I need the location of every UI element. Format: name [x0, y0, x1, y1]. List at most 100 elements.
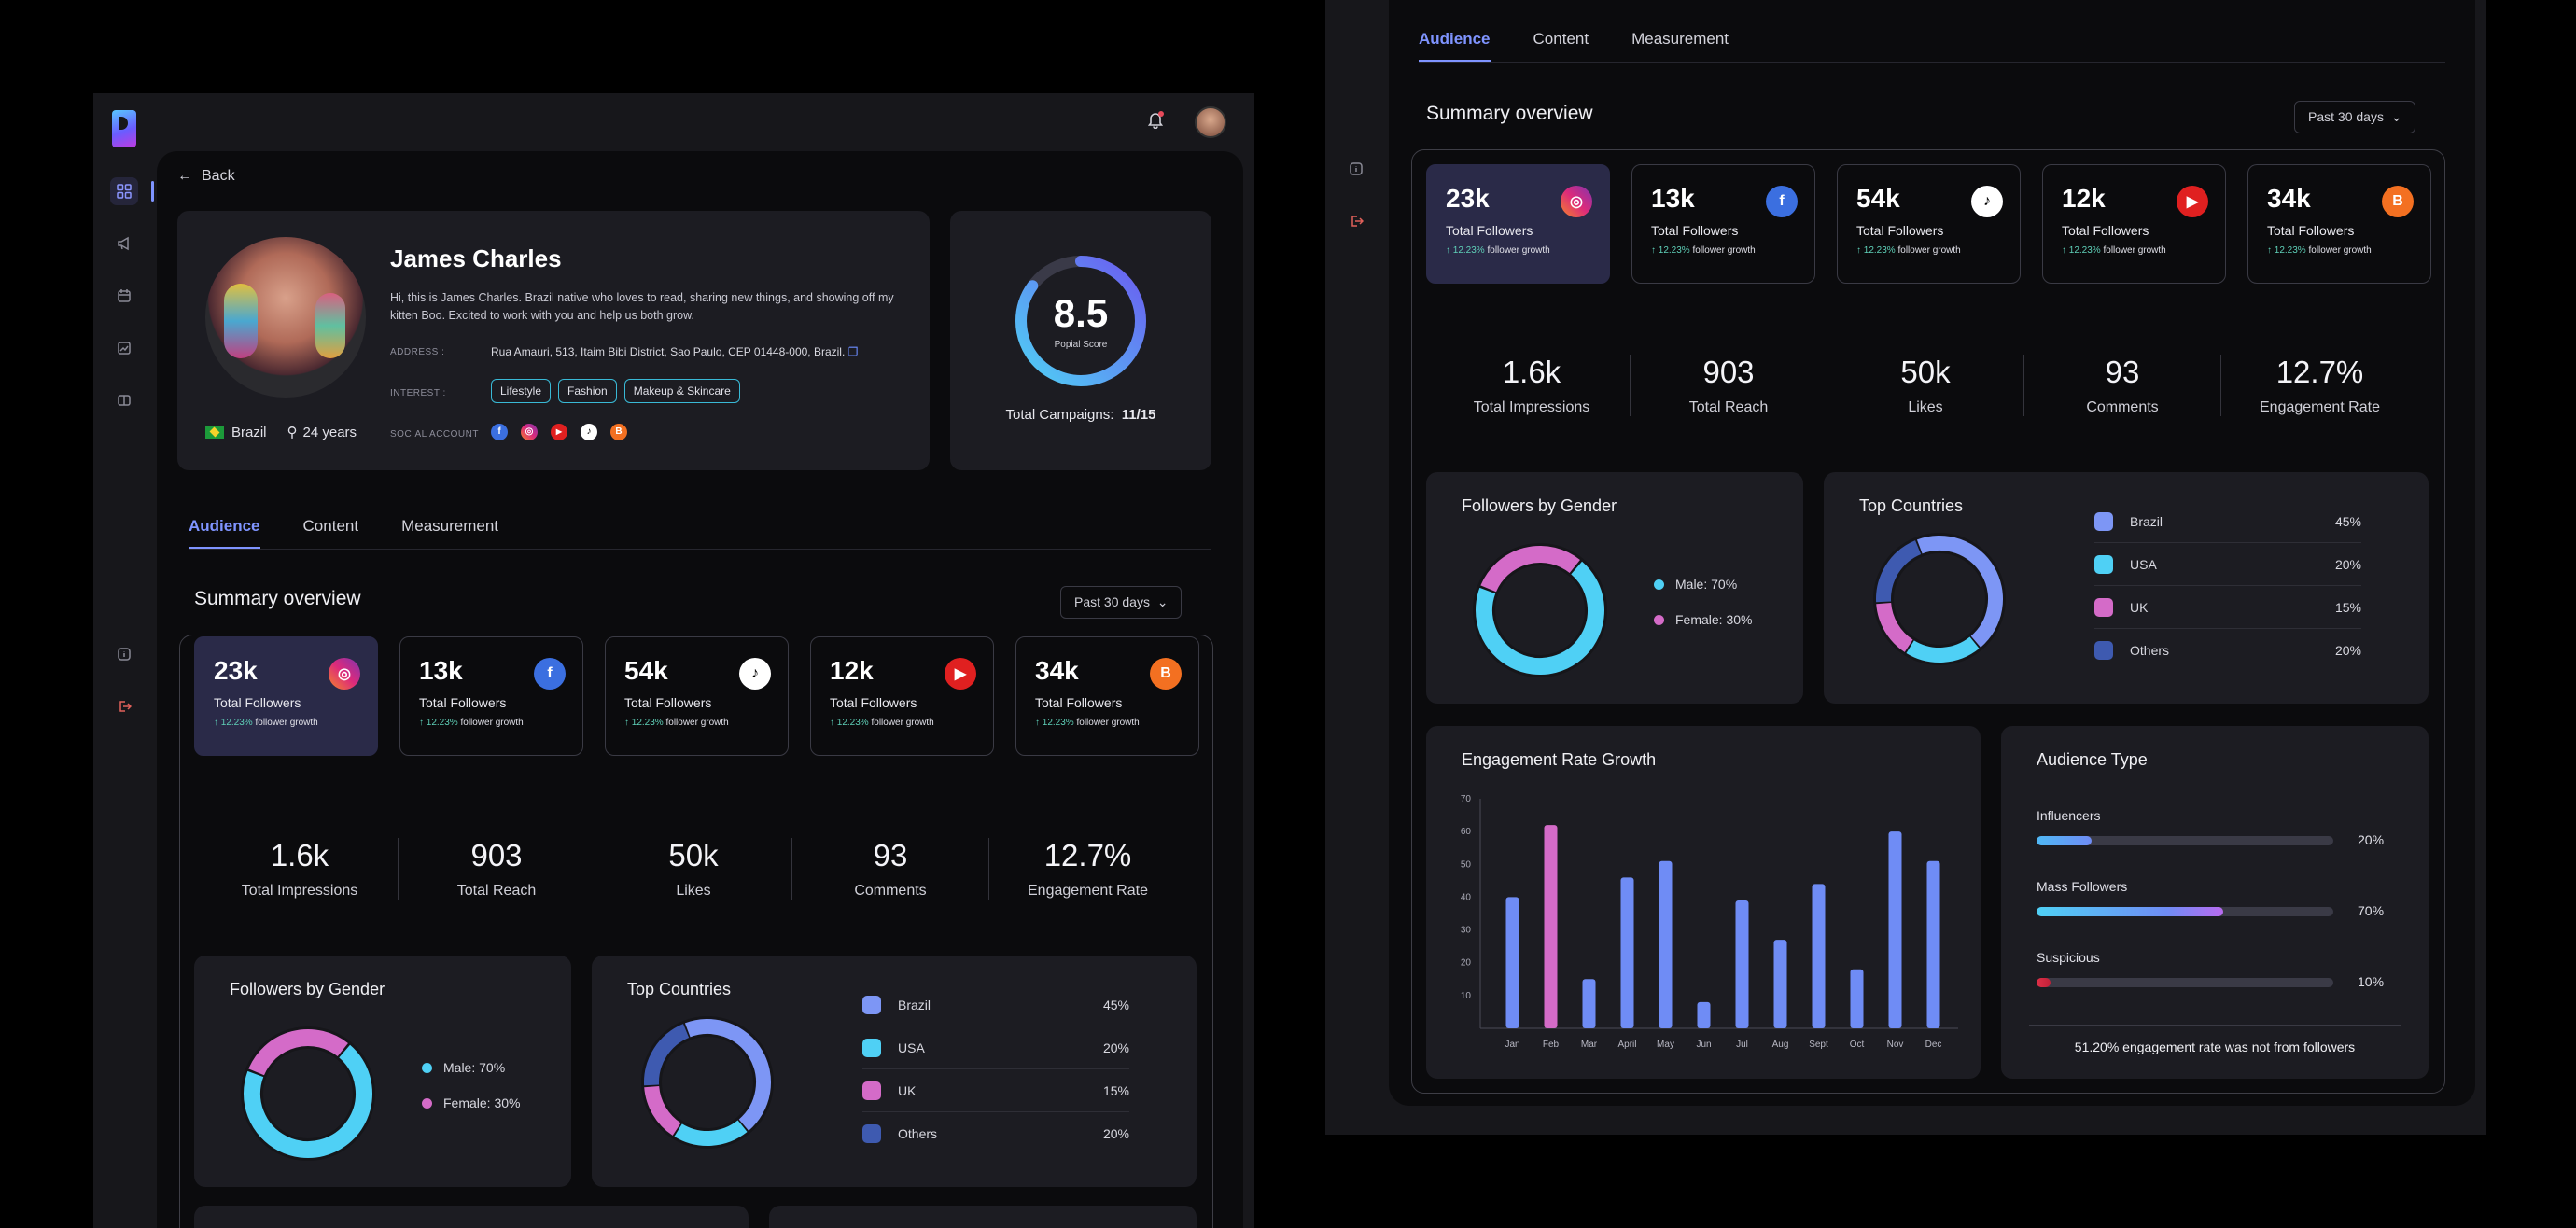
bar-jan[interactable] — [1505, 897, 1519, 1028]
bar-dec[interactable] — [1926, 860, 1940, 1028]
bar-mar[interactable] — [1582, 979, 1596, 1028]
facebook-icon: f — [534, 658, 566, 690]
x-tick-label: Dec — [1925, 1040, 1942, 1050]
tab-content[interactable]: Content — [302, 517, 359, 535]
slice-uk — [644, 1085, 681, 1136]
sidebar — [93, 93, 155, 1228]
tab-audience[interactable]: Audience — [1419, 30, 1491, 62]
info-icon[interactable] — [110, 640, 138, 668]
address-value: Rua Amauri, 513, Itaim Bibi District, Sa… — [491, 345, 859, 358]
metric-item: 50k Likes — [1827, 355, 2024, 416]
analytics-icon[interactable] — [110, 334, 138, 362]
follower-value: 12k — [2062, 184, 2106, 213]
period-dropdown[interactable]: Past 30 days ⌄ — [1060, 586, 1183, 619]
back-button[interactable]: ← Back — [177, 168, 235, 184]
arrow-up-icon: ↑ — [624, 718, 629, 728]
audience-type-panel: Audience Type Influencers 20% Mass Followe… — [2001, 726, 2429, 1079]
facebook-icon[interactable]: f — [491, 424, 508, 440]
arrow-up-icon: ↑ — [1856, 245, 1861, 256]
follower-card-instagram[interactable]: 23k Total Followers ↑ 12.23% follower grow… — [194, 636, 378, 756]
main-content-right: Audience Content Measurement Summary ove… — [1389, 0, 2475, 1106]
bar-jul[interactable] — [1735, 900, 1749, 1028]
instagram-icon[interactable]: ◎ — [521, 424, 538, 440]
country-name: USA — [898, 1040, 925, 1055]
calendar-icon[interactable] — [110, 282, 138, 310]
interest-tag[interactable]: Makeup & Skincare — [623, 379, 740, 403]
score-card: 8.5 Popial Score Total Campaigns: 11/15 — [950, 211, 1211, 470]
follower-growth: ↑ 12.23% follower growth — [830, 718, 934, 728]
follower-cards: 23k Total Followers ↑ 12.23% follower grow… — [157, 636, 1243, 823]
metric-item: 93 Comments — [792, 838, 989, 900]
follower-label: Total Followers — [214, 695, 301, 710]
user-avatar[interactable] — [1195, 106, 1226, 138]
follower-card-instagram[interactable]: 23k Total Followers ↑ 12.23% follower grow… — [1426, 164, 1610, 284]
bar-april[interactable] — [1620, 877, 1634, 1028]
audience-panel-partial — [769, 1206, 1197, 1228]
tab-content[interactable]: Content — [1533, 30, 1589, 48]
follower-card-tiktok[interactable]: 54k Total Followers ↑ 12.23% follower grow… — [1837, 164, 2021, 284]
main-content: ← Back James Charles Hi, this is James C… — [157, 151, 1243, 1228]
follower-card-blogger[interactable]: 34k Total Followers ↑ 12.23% follower grow… — [1015, 636, 1199, 756]
audience-row-pct: 70% — [2358, 903, 2385, 918]
summary-frame — [179, 635, 1213, 1228]
metric-label: Comments — [2086, 399, 2159, 415]
follower-card-facebook[interactable]: 13k Total Followers ↑ 12.23% follower grow… — [1631, 164, 1815, 284]
country-pct: 20% — [1102, 1040, 1129, 1055]
tab-measurement[interactable]: Measurement — [1631, 30, 1729, 48]
audience-progress-track — [2037, 836, 2333, 845]
metric-value: 12.7% — [1043, 838, 1132, 872]
metric-value: 50k — [1900, 355, 1951, 389]
follower-value: 54k — [624, 656, 668, 685]
notification-bell-icon[interactable] — [1146, 110, 1165, 130]
metric-label: Comments — [854, 883, 927, 899]
wallet-icon[interactable] — [110, 386, 138, 414]
country-row: Brazil 45% — [2094, 500, 2361, 543]
youtube-icon[interactable]: ▶ — [551, 424, 567, 440]
follower-card-blogger[interactable]: 34k Total Followers ↑ 12.23% follower grow… — [2247, 164, 2431, 284]
bar-sept[interactable] — [1812, 884, 1826, 1028]
countries-title: Top Countries — [627, 980, 732, 998]
follower-label: Total Followers — [1446, 223, 1533, 238]
follower-card-tiktok[interactable]: 54k Total Followers ↑ 12.23% follower grow… — [605, 636, 789, 756]
metric-item: 903 Total Reach — [399, 838, 595, 900]
tiktok-icon: ♪ — [739, 658, 771, 690]
sidebar-right — [1325, 0, 1387, 1135]
bar-oct[interactable] — [1850, 969, 1864, 1028]
female-slice — [1480, 546, 1580, 593]
follower-label: Total Followers — [1856, 223, 1944, 238]
y-tick-label: 40 — [1461, 892, 1472, 902]
follower-card-youtube[interactable]: 12k Total Followers ↑ 12.23% follower grow… — [2042, 164, 2226, 284]
follower-card-youtube[interactable]: 12k Total Followers ↑ 12.23% follower grow… — [810, 636, 994, 756]
period-dropdown[interactable]: Past 30 days ⌄ — [2294, 101, 2416, 133]
legend-female: Female: 30% — [1654, 612, 1752, 627]
legend-female: Female: 30% — [422, 1095, 520, 1110]
dashboard-icon[interactable] — [110, 177, 138, 205]
logout-icon[interactable] — [110, 692, 138, 720]
chevron-down-icon: ⌄ — [1156, 594, 1169, 609]
app-window-left: ← Back James Charles Hi, this is James C… — [93, 93, 1254, 1228]
blogger-icon[interactable]: B — [610, 424, 627, 440]
follower-card-facebook[interactable]: 13k Total Followers ↑ 12.23% follower grow… — [399, 636, 583, 756]
country-swatch — [2094, 641, 2113, 660]
brand-logo — [112, 110, 136, 147]
follower-value: 13k — [1651, 184, 1695, 213]
logout-icon[interactable] — [1342, 207, 1370, 235]
bar-feb[interactable] — [1544, 825, 1558, 1028]
tab-measurement[interactable]: Measurement — [401, 517, 499, 535]
interest-tag[interactable]: Fashion — [558, 379, 617, 403]
interest-tag[interactable]: Lifestyle — [491, 379, 552, 403]
info-icon[interactable] — [1342, 155, 1370, 183]
tiktok-icon[interactable]: ♪ — [581, 424, 597, 440]
bar-may[interactable] — [1659, 860, 1673, 1028]
x-tick-label: Nov — [1887, 1040, 1904, 1050]
megaphone-icon[interactable] — [110, 230, 138, 258]
bar-nov[interactable] — [1888, 831, 1902, 1028]
copy-icon[interactable]: ❐ — [847, 345, 859, 358]
slice-brazil — [684, 1019, 771, 1131]
bar-aug[interactable] — [1773, 940, 1787, 1028]
slice-uk — [1876, 602, 1913, 652]
country-row: USA 20% — [2094, 543, 2361, 586]
audience-progress-fill — [2037, 907, 2224, 916]
bar-jun[interactable] — [1697, 1001, 1711, 1028]
tab-audience[interactable]: Audience — [189, 517, 260, 549]
